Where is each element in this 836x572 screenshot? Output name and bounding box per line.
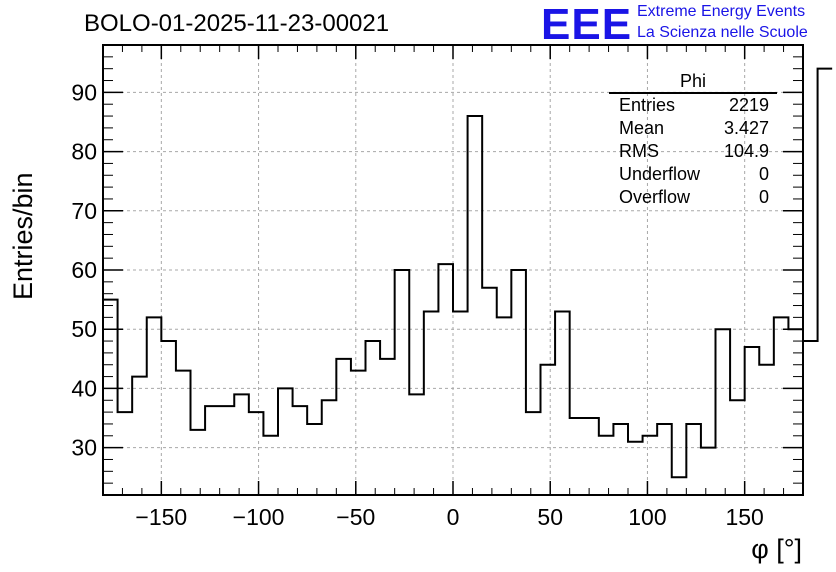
y-tick-label: 30 (71, 435, 97, 461)
y-tick-label: 90 (71, 79, 97, 105)
tick-labels: −150 −100 −50 0 50 100 150 30 40 50 60 70 80 90 (71, 79, 763, 530)
stats-value: 104.9 (723, 141, 769, 161)
stats-row: Entries 2219 (609, 94, 777, 117)
stats-label: Underflow (619, 164, 701, 184)
stats-value: 3.427 (723, 118, 769, 138)
x-tick-label: 50 (537, 504, 563, 530)
x-tick-label: −100 (233, 504, 285, 530)
y-tick-label: 50 (71, 316, 97, 342)
stats-title: Phi (609, 70, 777, 94)
y-tick-label: 60 (71, 257, 97, 283)
stats-row: Overflow 0 (609, 186, 777, 209)
stats-value: 2219 (728, 95, 769, 115)
axis-ticks (102, 44, 804, 496)
stats-label: Overflow (619, 187, 691, 207)
eee-logo: EEE (541, 0, 633, 49)
stats-label: Mean (619, 118, 665, 138)
y-tick-label: 40 (71, 375, 97, 401)
eee-tagline-2: La Scienza nelle Scuole (637, 24, 808, 41)
chart-title: BOLO-01-2025-11-23-00021 (84, 10, 390, 37)
eee-tagline-1: Extreme Energy Events (637, 3, 806, 20)
stats-label: RMS (619, 141, 659, 161)
x-tick-label: 0 (447, 504, 460, 530)
stats-row: Underflow 0 (609, 163, 777, 186)
stats-row: RMS 104.9 (609, 140, 777, 163)
x-tick-label: 150 (725, 504, 763, 530)
y-axis-label: Entries/bin (8, 172, 38, 300)
y-tick-label: 80 (71, 139, 97, 165)
x-tick-label: −50 (336, 504, 375, 530)
stats-box: Phi Entries 2219 Mean 3.427 RMS 104.9 Un… (609, 70, 777, 209)
x-tick-label: −150 (135, 504, 187, 530)
stats-row: Mean 3.427 (609, 117, 777, 140)
histogram-bars (103, 67, 833, 479)
stats-value: 0 (758, 164, 769, 184)
stats-value: 0 (758, 187, 769, 207)
y-tick-label: 70 (71, 198, 97, 224)
x-tick-label: 100 (628, 504, 666, 530)
x-axis-label: φ [°] (751, 534, 802, 564)
stats-label: Entries (619, 95, 676, 115)
plot-frame (102, 44, 804, 496)
